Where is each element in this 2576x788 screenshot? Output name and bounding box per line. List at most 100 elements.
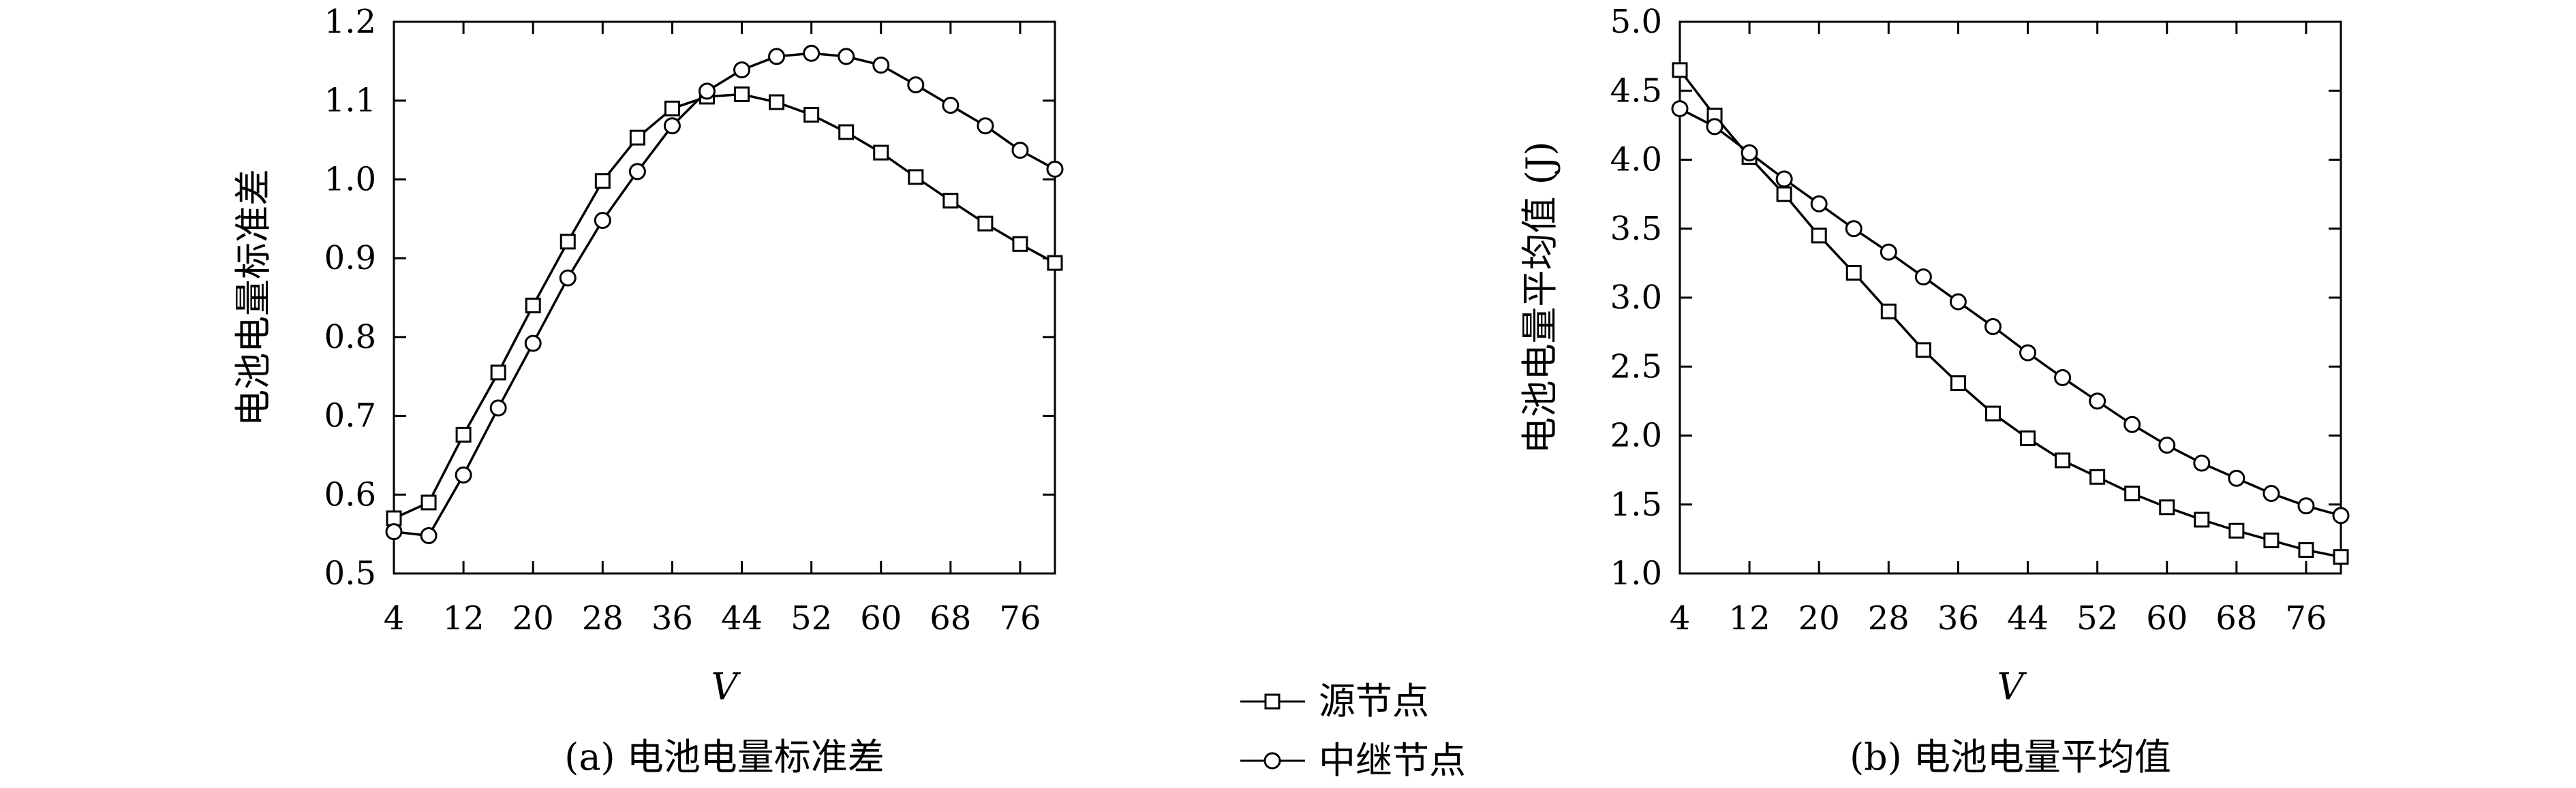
chart-a-series-0-point bbox=[559, 234, 576, 250]
chart-b-ytick-label: 4.0 bbox=[1610, 141, 1662, 179]
chart-b-series-1-point bbox=[2332, 507, 2350, 524]
legend-label-relay-node: 中继节点 bbox=[1319, 739, 1466, 782]
chart-a-ytick-label: 0.9 bbox=[324, 239, 376, 277]
chart-a-series-0-point bbox=[734, 86, 750, 102]
chart-a-series-0-point bbox=[803, 107, 820, 123]
chart-a-series-0-point bbox=[769, 94, 785, 110]
chart-a-series-0-point bbox=[664, 100, 680, 116]
chart-b-ytick-label: 1.5 bbox=[1610, 486, 1662, 524]
chart-b-series-1-point bbox=[1949, 293, 1967, 311]
chart-a-series-1-point bbox=[698, 82, 716, 100]
chart-a-series-0-point bbox=[908, 169, 924, 185]
chart-b-series-0-point bbox=[1776, 186, 1792, 202]
chart-a-series-1-point bbox=[385, 523, 403, 541]
chart-a-series-0-point bbox=[1047, 255, 1063, 271]
chart-b-ytick-label: 1.0 bbox=[1610, 554, 1662, 593]
chart-b-series-1-point bbox=[2297, 497, 2315, 515]
chart-b-xtick-label: 36 bbox=[1937, 599, 1979, 637]
chart-b-x-axis-label: V bbox=[1997, 665, 2027, 708]
chart-a-series-1-point bbox=[942, 97, 960, 114]
chart-a-series-1-point bbox=[489, 399, 507, 417]
chart-b-series-1-point bbox=[1741, 144, 1758, 161]
chart-b-series-1-point bbox=[1775, 170, 1793, 188]
chart-a-x-axis-label: V bbox=[711, 665, 741, 708]
chart-b-series-1-point bbox=[1880, 243, 1897, 261]
chart-b-series-1-point bbox=[2263, 485, 2280, 503]
chart-b-xtick-label: 28 bbox=[1868, 599, 1910, 637]
chart-b-ytick-label: 3.5 bbox=[1610, 210, 1662, 248]
chart-b-series-0-point bbox=[2298, 542, 2314, 558]
chart-a-ytick-label: 0.7 bbox=[324, 397, 376, 435]
chart-a-series-1-point bbox=[663, 117, 681, 135]
chart-a-xtick-label: 12 bbox=[443, 599, 485, 637]
chart-b-ytick-label: 2.0 bbox=[1610, 417, 1662, 455]
chart-a-xtick-label: 60 bbox=[860, 599, 902, 637]
chart-a-series-1-point bbox=[628, 163, 646, 180]
chart-b-series-1-point bbox=[1914, 268, 1932, 286]
chart-a-xtick-label: 28 bbox=[582, 599, 624, 637]
legend-label-source-node: 源节点 bbox=[1319, 680, 1429, 723]
chart-b-series-1-point bbox=[2019, 344, 2037, 362]
chart-a-ticks: 0.5 0.6 0.7 0.8 0.9 1.0 1.1 1.2 4 12 20 28 36 44 52 60 6… bbox=[324, 3, 1055, 637]
chart-a-series-1-point bbox=[559, 269, 577, 287]
chart-b-xtick-label: 4 bbox=[1670, 599, 1691, 637]
chart-b-xtick-label: 12 bbox=[1729, 599, 1770, 637]
chart-a-ytick-label: 1.1 bbox=[324, 82, 376, 120]
chart-b-series bbox=[1671, 62, 2350, 565]
chart-b-series-0-point bbox=[2089, 469, 2106, 485]
chart-a-ytick-label: 0.5 bbox=[324, 554, 376, 593]
chart-a-series-1-point bbox=[524, 334, 542, 352]
chart-b-series-0-point bbox=[2020, 430, 2036, 447]
chart-a-series-0-point bbox=[525, 298, 541, 314]
chart-a-series-0-point bbox=[977, 215, 994, 232]
chart-b-series-0-point bbox=[1984, 405, 2001, 422]
chart-b-series-0-point bbox=[2055, 452, 2071, 469]
chart-b-series-0-point bbox=[2228, 522, 2245, 539]
chart-b-xtick-label: 76 bbox=[2285, 599, 2327, 637]
chart-b-series-1-point bbox=[2054, 368, 2072, 386]
chart-a-series-0-point bbox=[490, 364, 506, 381]
chart-a-series bbox=[385, 44, 1064, 544]
chart-b-caption: (b) 电池电量平均值 bbox=[1850, 736, 2171, 778]
legend-item-source-node: 源节点 bbox=[1240, 680, 1429, 723]
chart-a-ytick-label: 0.6 bbox=[324, 475, 376, 514]
chart-b-series-1-point bbox=[2193, 454, 2211, 472]
chart-a-series-0-line bbox=[393, 93, 1056, 520]
chart-a-series-1-point bbox=[768, 48, 786, 65]
chart-b-xtick-label: 20 bbox=[1798, 599, 1840, 637]
chart-b-series-0-point bbox=[2124, 486, 2141, 502]
chart-a-series-0-point bbox=[420, 494, 437, 511]
chart-b-series-1-point bbox=[1810, 195, 1828, 212]
chart-a-series-0-point bbox=[1012, 236, 1028, 252]
chart-b-series-1-point bbox=[1706, 118, 1723, 136]
chart-a-xtick-label: 52 bbox=[791, 599, 832, 637]
chart-b-ytick-label: 2.5 bbox=[1610, 347, 1662, 385]
chart-a-series-0-point bbox=[455, 426, 472, 443]
chart-a-series-1-point bbox=[838, 48, 855, 65]
chart-b-series-1-point bbox=[1671, 100, 1689, 118]
chart-a-xtick-label: 68 bbox=[930, 599, 971, 637]
chart-a-series-1-point bbox=[420, 526, 438, 544]
chart-b-series-0-point bbox=[1950, 375, 1966, 392]
chart-a-ytick-label: 1.2 bbox=[324, 3, 376, 41]
chart-b-series-1-line bbox=[1679, 108, 2342, 517]
chart-a-caption: (a) 电池电量标准差 bbox=[564, 736, 885, 778]
chart-b-series-0-point bbox=[2333, 549, 2349, 565]
chart-a-series-1-point bbox=[872, 57, 890, 74]
chart-b-series-0-point bbox=[2194, 511, 2210, 528]
chart-a-series-1-point bbox=[907, 76, 925, 94]
chart-a-series-1-point bbox=[733, 61, 751, 79]
chart-b-series-0-point bbox=[1915, 342, 1931, 358]
chart-a-series-1-point bbox=[803, 44, 821, 62]
legend-item-relay-node: 中继节点 bbox=[1240, 739, 1466, 782]
chart-b-series-1-point bbox=[1984, 318, 2002, 336]
chart-b-series-0-point bbox=[1811, 227, 1827, 244]
chart-a-series-1-point bbox=[1011, 142, 1029, 159]
chart-b-ytick-label: 3.0 bbox=[1610, 279, 1662, 317]
chart-a-series-0-point bbox=[838, 124, 855, 140]
chart-b-xtick-label: 52 bbox=[2076, 599, 2118, 637]
chart-b-series-1-point bbox=[2158, 437, 2176, 454]
chart-a-series-0-point bbox=[386, 510, 402, 526]
chart-a-xtick-label: 36 bbox=[651, 599, 693, 637]
